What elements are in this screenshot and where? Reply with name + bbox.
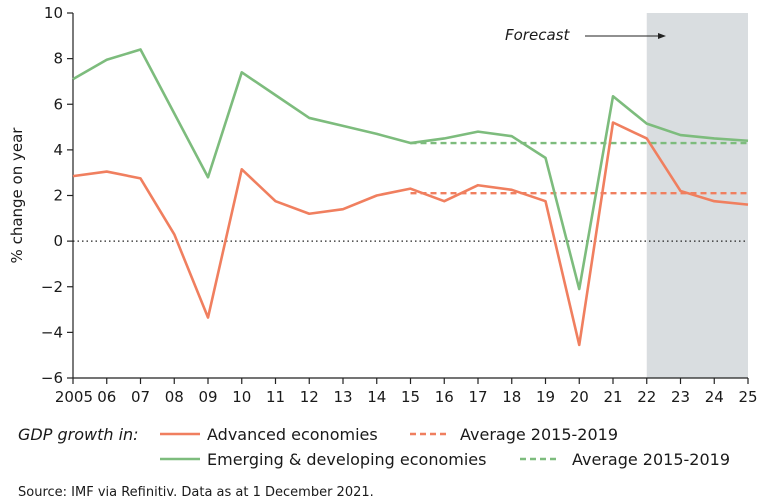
forecast-annotation: Forecast [505, 26, 666, 44]
x-tick-label: 24 [705, 388, 724, 406]
y-tick-label: 2 [53, 187, 63, 205]
x-tick-label: 09 [198, 388, 217, 406]
x-tick-label: 22 [637, 388, 656, 406]
x-tick-label: 12 [300, 388, 319, 406]
x-tick-label: 23 [671, 388, 690, 406]
legend-label: Average 2015-2019 [572, 450, 730, 469]
series-lines [72, 48, 749, 347]
y-tick-label: 4 [53, 141, 63, 159]
x-tick-label: 18 [502, 388, 521, 406]
legend-label: Average 2015-2019 [460, 425, 618, 444]
y-tick-label: 6 [53, 95, 63, 113]
y-axis-title: % change on year [8, 127, 26, 264]
x-tick-label: 07 [131, 388, 150, 406]
x-axis: 2005 06 07 08 09 10 11 12 13 14 15 16 17 18 19 20 21 22 23… [55, 377, 758, 406]
x-tick-label: 25 [738, 388, 757, 406]
y-tick-label: 0 [53, 232, 63, 250]
x-tick-label: 13 [333, 388, 352, 406]
x-tick-label: 20 [570, 388, 589, 406]
legend-title: GDP growth in: [18, 425, 139, 444]
x-tick-label: 21 [603, 388, 622, 406]
x-tick-label: 11 [266, 388, 285, 406]
legend: GDP growth in: Advanced economies Average… [18, 425, 730, 469]
x-tick-label: 2005 [55, 388, 93, 406]
source-note: Source: IMF via Refinitiv. Data as at 1 … [18, 485, 374, 500]
x-tick-label: 14 [367, 388, 386, 406]
x-tick-label: 17 [468, 388, 487, 406]
x-tick-label: 15 [401, 388, 420, 406]
x-tick-label: 08 [165, 388, 184, 406]
y-tick-label: −2 [41, 278, 63, 296]
emerging-developing-economiesline [72, 48, 749, 291]
y-axis: 10 8 6 4 2 0 −2 −4 −6 [41, 4, 74, 387]
forecast-arrow-head [658, 33, 666, 39]
y-tick-label: 10 [44, 4, 63, 22]
forecast-label: Forecast [505, 26, 570, 44]
y-tick-label: −6 [41, 369, 63, 387]
y-tick-label: −4 [41, 323, 63, 341]
legend-label: Emerging & developing economies [207, 450, 486, 469]
x-tick-label: 16 [435, 388, 454, 406]
y-tick-label: 8 [53, 50, 63, 68]
x-tick-label: 06 [97, 388, 116, 406]
legend-label: Advanced economies [207, 425, 378, 444]
x-tick-label: 19 [536, 388, 555, 406]
x-tick-label: 10 [232, 388, 251, 406]
advanced-economiesline [72, 121, 749, 347]
